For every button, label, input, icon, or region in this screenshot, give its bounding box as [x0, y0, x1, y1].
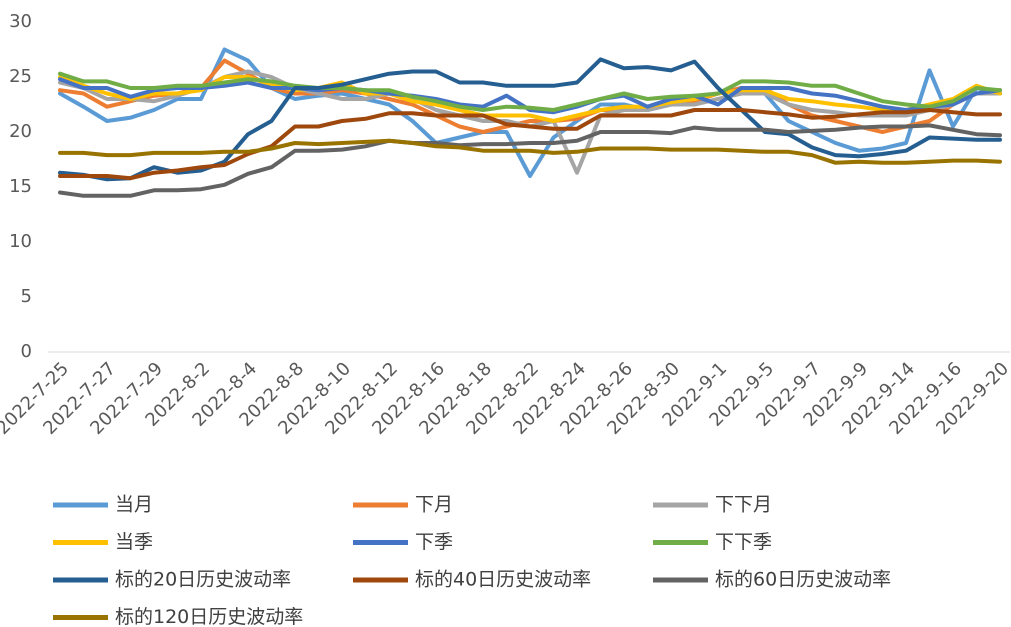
series-line [58, 71, 1002, 112]
y-tick-label: 20 [9, 121, 32, 142]
y-tick-label: 30 [9, 11, 32, 32]
legend-label: 下下季 [715, 531, 772, 553]
series-line [58, 47, 1002, 178]
legend-label: 标的20日历史波动率 [115, 569, 291, 591]
series-line [58, 58, 1002, 134]
legend-label: 标的60日历史波动率 [715, 569, 891, 591]
series-line [58, 123, 1002, 198]
y-tick-label: 15 [9, 176, 32, 197]
legend-label: 下下月 [715, 494, 772, 516]
y-tick-label: 5 [21, 286, 32, 307]
legend-label: 标的40日历史波动率 [415, 569, 591, 591]
y-tick-label: 10 [9, 231, 32, 252]
legend-label: 当季 [115, 531, 153, 553]
legend-label: 当月 [115, 494, 153, 516]
y-tick-label: 0 [21, 341, 32, 362]
legend-label: 下季 [415, 531, 453, 553]
series-line [58, 75, 1002, 123]
series-line [58, 108, 1002, 181]
legend-label: 下月 [415, 494, 453, 516]
series-line [58, 138, 1002, 165]
y-tick-label: 25 [9, 66, 32, 87]
legend-label: 标的120日历史波动率 [115, 606, 303, 627]
series-line [58, 77, 1002, 115]
